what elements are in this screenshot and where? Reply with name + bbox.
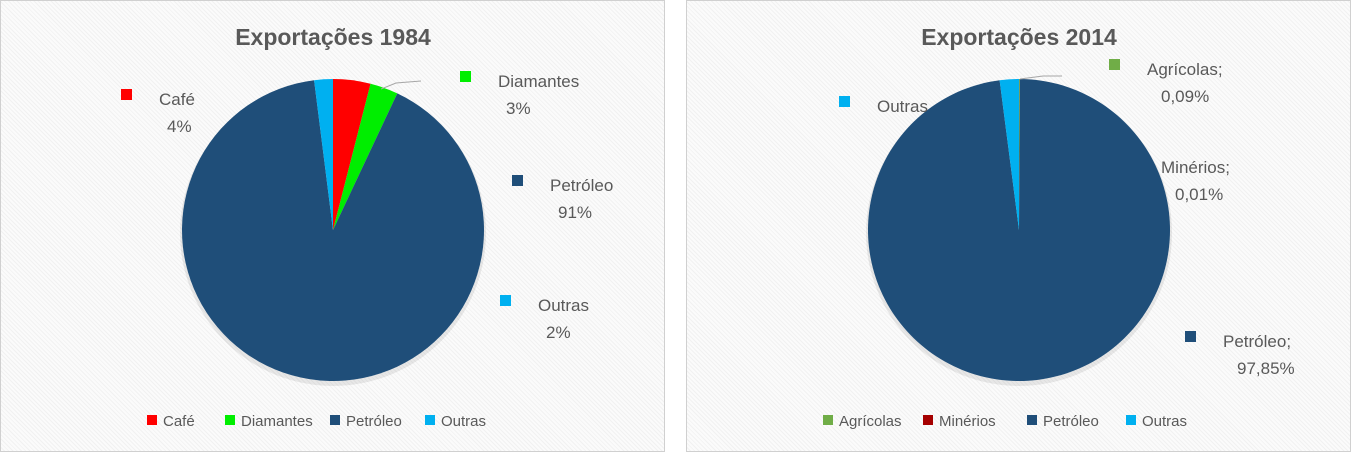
legend-entry: Petróleo — [1043, 413, 1099, 430]
pie-slice-outras — [999, 79, 1019, 230]
leader-line — [1019, 75, 1062, 80]
data-label-name: Minérios; — [1161, 158, 1230, 177]
data-label-marker — [460, 71, 471, 82]
data-label-marker — [500, 295, 511, 306]
data-label-value: 3% — [506, 99, 531, 118]
pie-slice-outras — [314, 79, 333, 230]
pie-slice-diamantes — [333, 83, 398, 230]
data-label-name: Petróleo — [550, 176, 613, 195]
pie-chart-1984: Exportações 1984 Café 4% Café Diamantes 3% Dia… — [121, 24, 613, 430]
legend-marker — [225, 415, 235, 425]
data-label-marker — [512, 175, 523, 186]
data-label-marker — [1185, 331, 1196, 342]
legend-entry: Diamantes — [241, 413, 313, 430]
data-label-value: 4% — [167, 117, 192, 136]
chart-title: Exportações 2014 — [921, 24, 1117, 50]
data-label-value: 2% — [546, 323, 571, 342]
data-label-name: Outras — [538, 296, 589, 315]
data-label-value: 0,09% — [1161, 87, 1209, 106]
pie-slice-café — [333, 79, 371, 230]
data-label-name: Agrícolas; — [1147, 60, 1223, 79]
data-label-marker — [1109, 59, 1120, 70]
legend-entry: Minérios — [939, 413, 996, 430]
legend-entry: Outras — [1142, 413, 1187, 430]
pie-slice-petróleo — [867, 79, 1170, 381]
pie-slice-petróleo — [181, 80, 484, 382]
data-label-name: Diamantes — [498, 72, 579, 91]
legend-entry: Petróleo — [346, 413, 402, 430]
data-label-marker — [839, 96, 850, 107]
pie-slice-minérios — [1019, 79, 1020, 230]
legend-marker — [823, 415, 833, 425]
data-label-name: Outras — [877, 97, 928, 116]
data-label-name: Café — [159, 90, 195, 109]
leader-line — [380, 80, 422, 90]
legend-entry: Outras — [441, 413, 486, 430]
data-label-value: 0,01% — [1175, 185, 1223, 204]
legend-marker — [425, 415, 435, 425]
legend-marker — [1126, 415, 1136, 425]
data-label-marker — [121, 89, 132, 100]
legend-marker — [1027, 415, 1037, 425]
data-label-value: 97,85% — [1237, 359, 1295, 378]
data-label-name: Petróleo; — [1223, 332, 1291, 351]
chart-panel-2014: Exportações 2014 Agrícolas; 0,09% Agrícolas… — [686, 0, 1351, 452]
legend-entry: Agrícolas — [839, 413, 902, 430]
chart-title: Exportações 1984 — [235, 24, 431, 50]
pie-chart-2014: Exportações 2014 Agrícolas; 0,09% Agrícolas… — [823, 24, 1295, 430]
legend-entry: Café — [163, 413, 195, 430]
chart-panel-1984: Exportações 1984 Café 4% Café Diamantes 3% Dia… — [0, 0, 665, 452]
legend-marker — [147, 415, 157, 425]
legend-marker — [330, 415, 340, 425]
data-label-value: 91% — [558, 203, 592, 222]
legend-marker — [923, 415, 933, 425]
